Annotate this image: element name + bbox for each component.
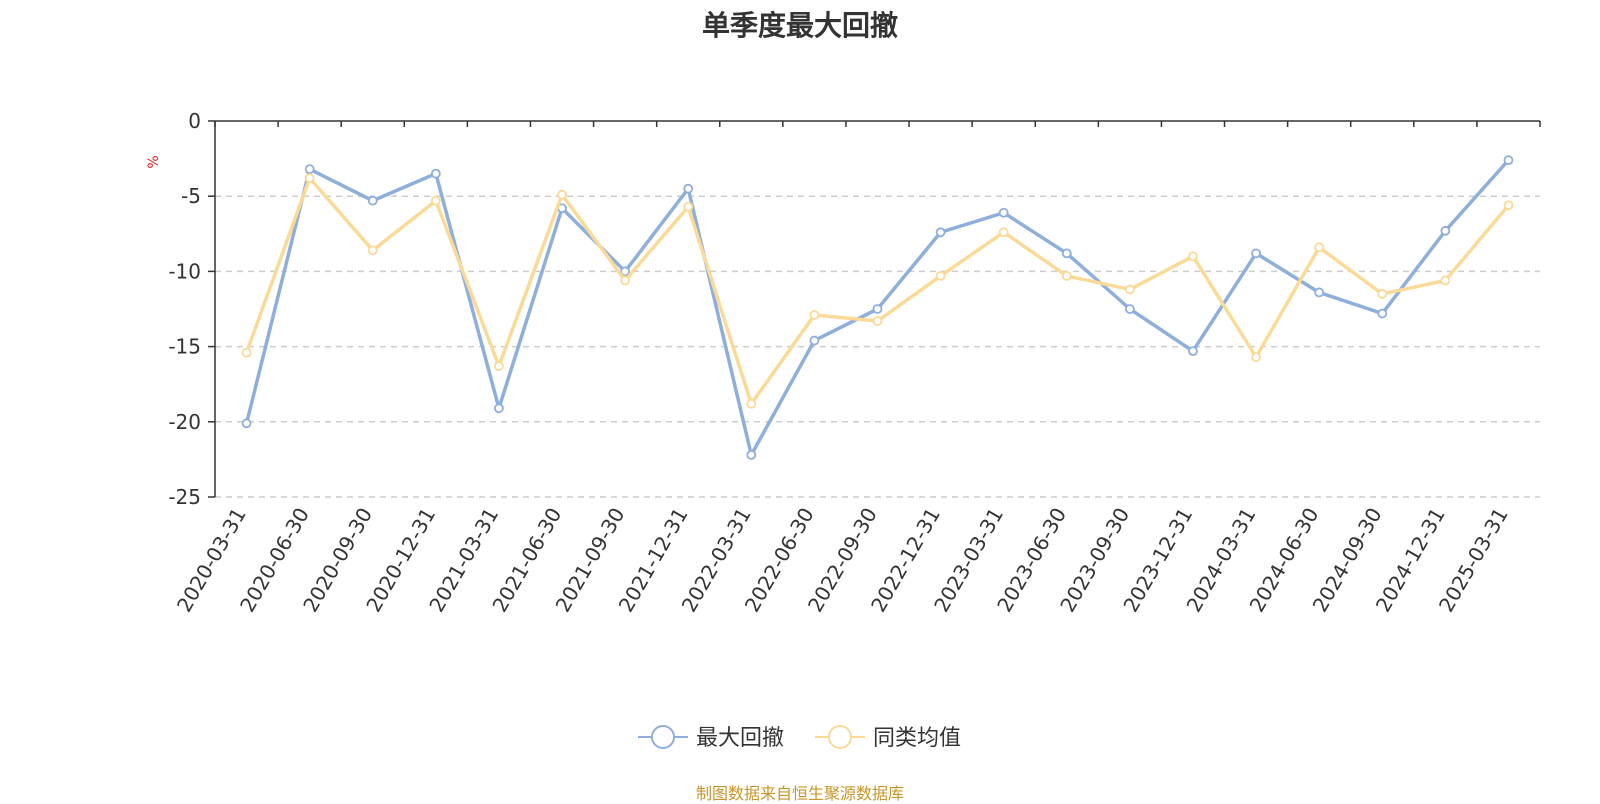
series-2 xyxy=(241,173,1514,409)
data-point xyxy=(1503,200,1514,211)
data-point xyxy=(620,275,631,286)
data-point xyxy=(304,164,315,175)
data-point xyxy=(1314,242,1325,253)
data-point xyxy=(620,266,631,277)
data-point xyxy=(1188,346,1198,357)
data-point xyxy=(494,361,504,372)
data-point xyxy=(809,335,820,346)
data-point xyxy=(935,227,946,238)
data-point xyxy=(367,195,378,206)
data-point xyxy=(998,207,1009,218)
data-point xyxy=(1314,287,1325,298)
data-point xyxy=(1377,289,1388,299)
data-point xyxy=(1124,284,1135,295)
y-tick-label: 0 xyxy=(188,109,201,133)
y-tick-label: -15 xyxy=(168,335,201,359)
y-axis-label: % xyxy=(146,155,162,168)
y-tick-label: -25 xyxy=(168,485,201,509)
y-tick-label: -10 xyxy=(168,259,201,283)
data-point xyxy=(1061,248,1072,259)
data-point xyxy=(746,449,757,460)
data-point xyxy=(935,271,946,281)
legend-item-1[interactable]: 最大回撤 xyxy=(638,725,784,751)
data-point xyxy=(241,347,252,358)
axes xyxy=(208,120,1541,498)
x-tick-labels: 2020-03-312020-06-302020-09-302020-12-31… xyxy=(172,503,1513,616)
data-point xyxy=(1061,271,1072,281)
series-lines xyxy=(241,155,1514,460)
data-point xyxy=(1251,248,1261,259)
data-point xyxy=(872,316,883,326)
data-point xyxy=(809,310,820,320)
data-point xyxy=(872,304,883,314)
chart-title: 单季度最大回撤 xyxy=(701,9,898,42)
data-point xyxy=(1503,155,1514,166)
data-point xyxy=(1188,251,1198,262)
legend-marker xyxy=(651,725,675,749)
source-note: 制图数据来自恒生聚源数据库 xyxy=(695,784,904,803)
legend[interactable]: 最大回撤 同类均值 xyxy=(638,725,961,751)
data-point xyxy=(304,173,315,184)
data-point xyxy=(1124,304,1135,314)
y-tick-label: -5 xyxy=(181,184,201,208)
data-point xyxy=(430,168,441,179)
data-point xyxy=(1251,352,1261,363)
data-point xyxy=(557,189,567,200)
data-point xyxy=(1377,308,1388,319)
data-point xyxy=(746,398,757,409)
y-tick-label: -20 xyxy=(168,410,201,434)
data-point xyxy=(998,227,1009,238)
data-point xyxy=(683,183,694,194)
data-point xyxy=(367,245,378,256)
data-point xyxy=(683,201,694,212)
data-point xyxy=(1440,275,1451,286)
y-tick-labels: 0 -5 -10 -15 -20 -25 xyxy=(168,109,201,509)
data-point xyxy=(1440,225,1451,236)
data-point xyxy=(494,403,504,414)
grid-lines xyxy=(215,195,1540,498)
legend-label: 最大回撤 xyxy=(696,726,784,751)
legend-label: 同类均值 xyxy=(873,726,961,751)
legend-item-2[interactable]: 同类均值 xyxy=(815,725,961,751)
data-point xyxy=(430,195,441,206)
legend-marker xyxy=(828,725,852,749)
data-point xyxy=(241,418,252,429)
